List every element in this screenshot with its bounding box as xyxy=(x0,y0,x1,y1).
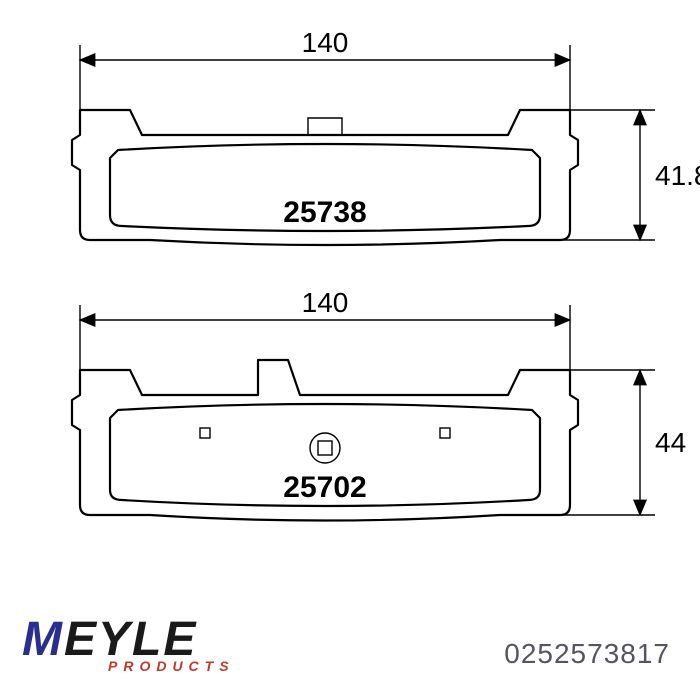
pad-top: 140 41.8 25738 xyxy=(72,27,700,245)
technical-drawing: 140 41.8 25738 140 44 xyxy=(0,0,700,700)
pad-top-code: 25738 xyxy=(283,196,366,229)
pad-bottom-code: 25702 xyxy=(283,471,366,504)
pad-bottom: 140 44 25702 xyxy=(72,287,686,521)
pad-top-width-label: 140 xyxy=(302,27,349,58)
pad-bottom-width-label: 140 xyxy=(302,287,349,318)
pad-top-height-label: 41.8 xyxy=(655,160,700,191)
part-number: 0252573817 xyxy=(504,638,670,670)
brand-logo: MEYLE PRODUCTS xyxy=(22,616,235,674)
pad-bottom-height-label: 44 xyxy=(655,427,686,458)
